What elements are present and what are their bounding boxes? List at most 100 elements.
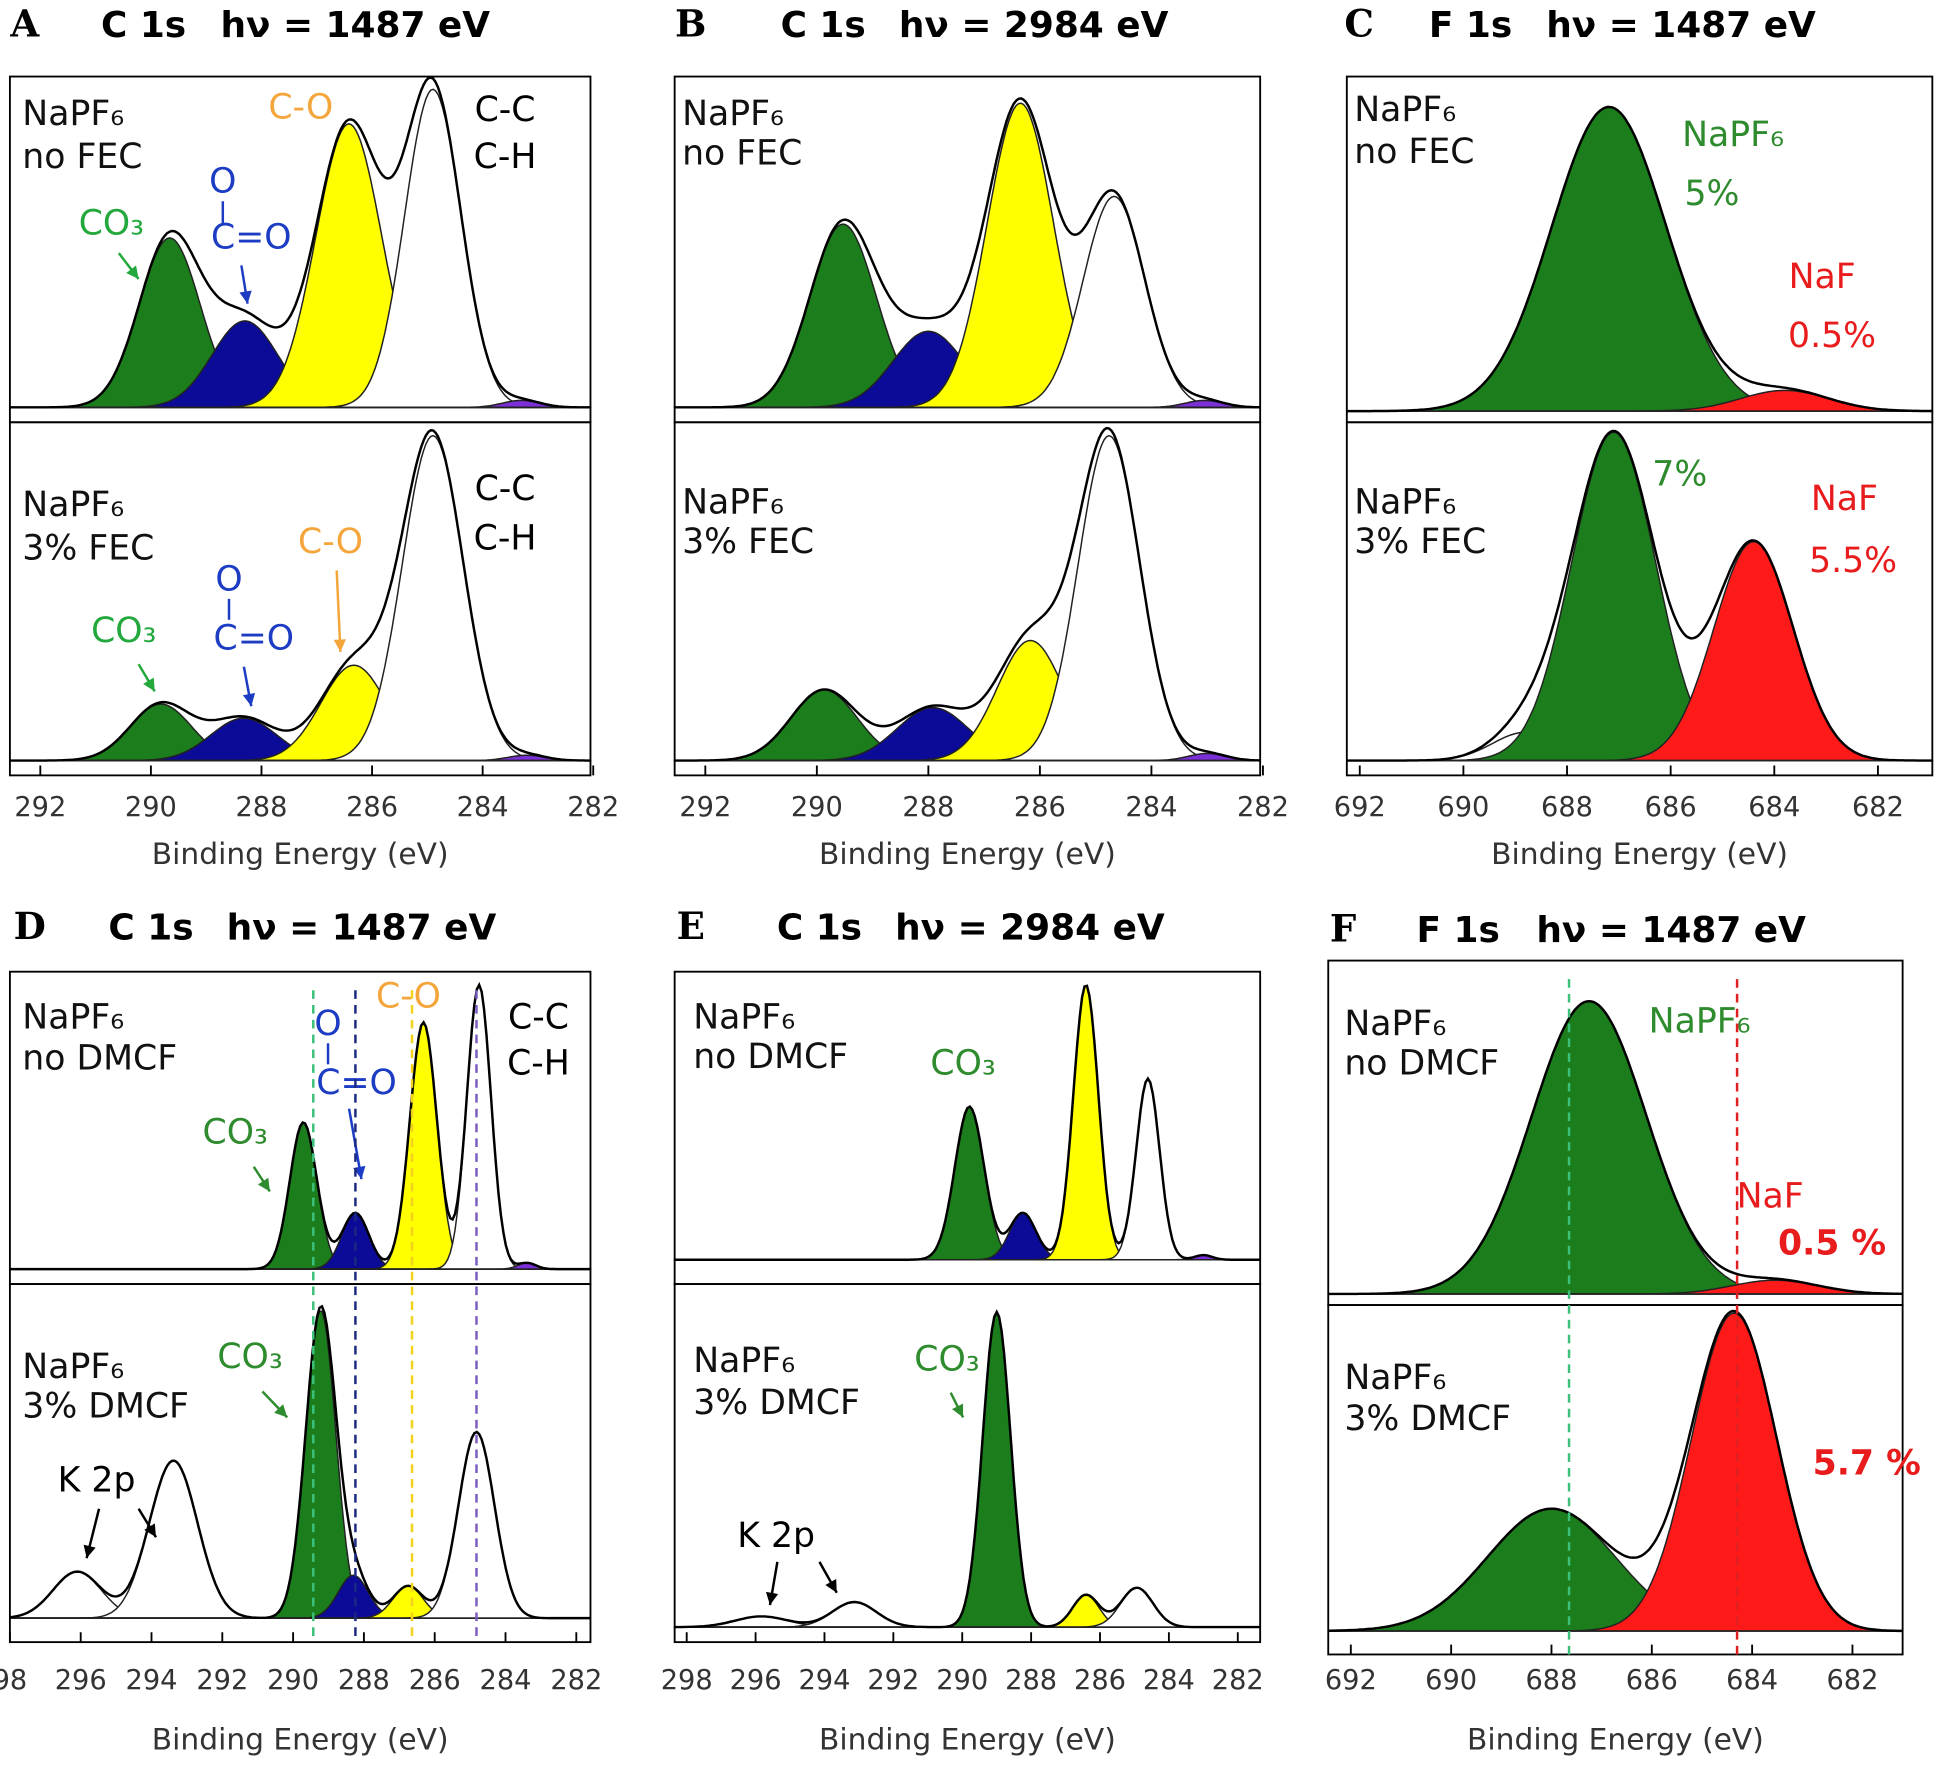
- x-tick-label: 98: [0, 1665, 27, 1696]
- arrow-head: [242, 692, 256, 707]
- sample-label: NaPF₆: [682, 483, 784, 523]
- annotation: C-C: [508, 998, 569, 1038]
- photon-energy: hν = 1487 eV: [220, 5, 490, 46]
- fit-envelope: [9, 429, 591, 762]
- x-tick-label: 292: [14, 792, 66, 823]
- plot-frame: [673, 1283, 1262, 1644]
- sample-label: 3% DMCF: [693, 1383, 860, 1423]
- x-tick-label: 284: [1143, 1665, 1195, 1696]
- x-tick-label: 292: [679, 792, 731, 823]
- photon-energy: hν = 1487 eV: [1546, 5, 1816, 46]
- x-tick-label: 692: [1334, 792, 1386, 823]
- sample-label: no FEC: [682, 133, 802, 173]
- sample-label: NaPF₆: [1354, 483, 1456, 523]
- x-axis-label: Binding Energy (eV): [1491, 836, 1788, 871]
- annotation: NaF: [1789, 257, 1856, 297]
- core-level: C 1s: [777, 908, 862, 949]
- plot-frame: [673, 421, 1262, 777]
- x-tick-label: 282: [1237, 792, 1289, 823]
- x-tick-label: 284: [457, 792, 509, 823]
- sample-label: NaPF₆: [1344, 1358, 1446, 1398]
- x-tick-label: 682: [1826, 1665, 1878, 1696]
- x-tick-label: 290: [267, 1665, 319, 1696]
- x-axis-label: Binding Energy (eV): [152, 1721, 449, 1756]
- panel-letter: C: [1344, 2, 1374, 46]
- plot-frame: [8, 1283, 592, 1644]
- annotation: 5.5%: [1809, 541, 1897, 581]
- x-tick-label: 682: [1852, 792, 1904, 823]
- fit-envelope: [674, 1309, 1261, 1629]
- plot-frame: [8, 421, 592, 777]
- x-tick-label: 294: [798, 1665, 850, 1696]
- annotation: NaPF₆: [1649, 1001, 1751, 1041]
- annotation: CO₃: [930, 1043, 995, 1083]
- x-tick-label: 292: [867, 1665, 919, 1696]
- x-axis-label: Binding Energy (eV): [1467, 1721, 1764, 1756]
- x-tick-label: 286: [1014, 792, 1066, 823]
- photon-energy: hν = 2984 eV: [895, 908, 1165, 949]
- x-tick-label: 282: [550, 1665, 602, 1696]
- x-tick-label: 690: [1437, 792, 1489, 823]
- fit-envelope: [9, 76, 591, 409]
- arrow-head: [83, 1544, 96, 1559]
- core-level: C 1s: [108, 908, 193, 949]
- sample-label: no DMCF: [22, 1038, 177, 1078]
- sample-label: 3% FEC: [22, 528, 154, 568]
- panel-letter: B: [675, 2, 706, 46]
- x-tick-label: 282: [1212, 1665, 1264, 1696]
- annotation: C-H: [474, 519, 537, 559]
- sample-label: NaPF₆: [693, 1341, 795, 1381]
- fit-envelope: [674, 97, 1261, 409]
- core-level: F 1s: [1417, 910, 1500, 951]
- fit-envelope: [1346, 105, 1933, 413]
- x-tick-label: 284: [1125, 792, 1177, 823]
- sample-label: no DMCF: [1344, 1043, 1499, 1083]
- x-tick-label: 284: [480, 1665, 532, 1696]
- fit-envelope: [674, 426, 1261, 762]
- annotation: K 2p: [58, 1461, 136, 1501]
- annotation: 0.5 %: [1778, 1224, 1886, 1264]
- annotation: NaPF₆: [1682, 115, 1784, 155]
- arrow-head: [257, 1177, 270, 1192]
- annotation: C=O: [211, 217, 292, 257]
- annotation: C-C: [475, 90, 536, 130]
- annotation: C-C: [475, 469, 536, 509]
- photon-energy: hν = 1487 eV: [1536, 910, 1806, 951]
- annotation: O: [215, 559, 242, 599]
- x-tick-label: 290: [936, 1665, 988, 1696]
- sample-label: NaPF₆: [22, 1347, 124, 1387]
- annotation: C-O: [298, 522, 363, 562]
- sample-label: 3% FEC: [1354, 522, 1486, 562]
- sample-label: no DMCF: [693, 1037, 848, 1077]
- arrow-head: [144, 1523, 156, 1538]
- sample-label: 3% DMCF: [22, 1387, 189, 1427]
- annotation-line: [335, 570, 342, 652]
- annotation: C=O: [214, 619, 295, 659]
- annotation: O: [314, 1004, 341, 1044]
- fit-envelope: [1346, 429, 1933, 762]
- annotation: K 2p: [737, 1516, 815, 1556]
- sample-label: 3% DMCF: [1344, 1399, 1511, 1439]
- annotation: CO₃: [91, 611, 156, 651]
- annotation: C-H: [507, 1043, 570, 1083]
- x-tick-label: 290: [125, 792, 177, 823]
- sample-label: NaPF₆: [693, 998, 795, 1038]
- annotation: 5%: [1685, 174, 1740, 214]
- x-tick-label: 298: [661, 1665, 713, 1696]
- x-tick-label: 688: [1541, 792, 1593, 823]
- sample-label: 3% FEC: [682, 522, 814, 562]
- fit-envelope: [9, 1304, 591, 1620]
- x-tick-label: 286: [409, 1665, 461, 1696]
- x-tick-label: 286: [1074, 1665, 1126, 1696]
- x-tick-label: 684: [1748, 792, 1800, 823]
- x-tick-label: 282: [567, 792, 619, 823]
- panel-letter: F: [1330, 907, 1356, 951]
- panel-letter: A: [9, 2, 40, 46]
- x-tick-label: 288: [1005, 1665, 1057, 1696]
- annotation: CO₃: [217, 1337, 282, 1377]
- arrow-head: [239, 290, 252, 304]
- arrow-head: [952, 1403, 964, 1418]
- x-tick-label: 686: [1626, 1665, 1678, 1696]
- sample-label: NaPF₆: [22, 485, 124, 525]
